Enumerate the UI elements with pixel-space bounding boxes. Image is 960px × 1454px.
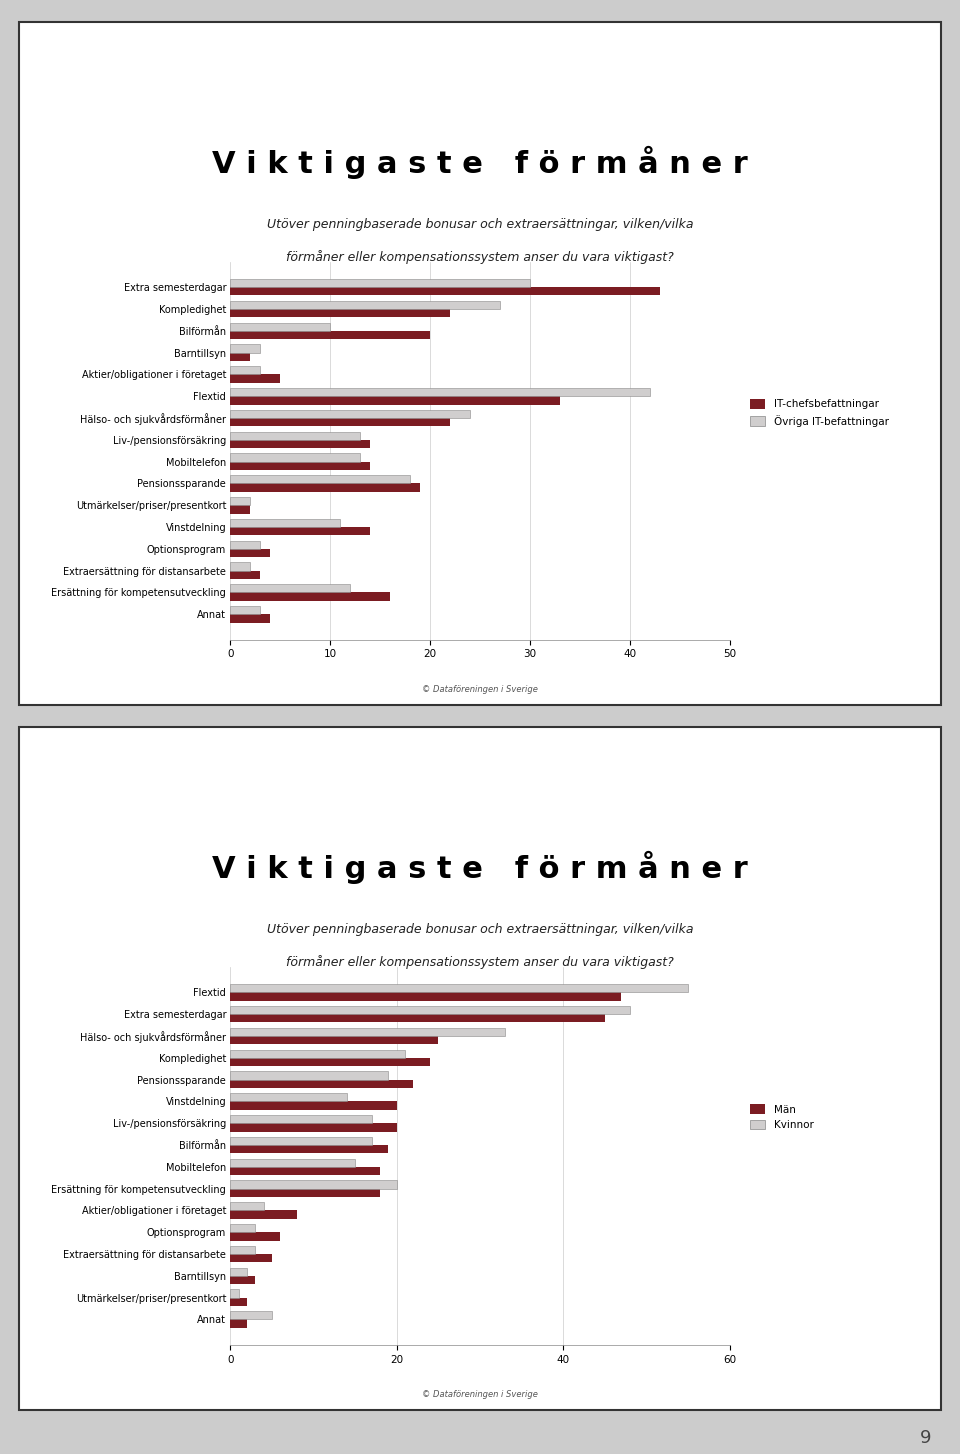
Bar xyxy=(230,614,271,622)
Bar xyxy=(230,432,360,441)
Text: Utöver penningbaserade bonusar och extraersättningar, vilken/vilka: Utöver penningbaserade bonusar och extra… xyxy=(267,218,693,231)
Bar xyxy=(230,585,350,592)
Bar xyxy=(230,461,371,470)
Bar xyxy=(230,548,271,557)
Bar xyxy=(230,1224,255,1232)
Bar xyxy=(230,1059,430,1066)
Bar xyxy=(230,345,260,353)
Text: © Dataföreningen i Sverige: © Dataföreningen i Sverige xyxy=(422,1390,538,1399)
Bar xyxy=(230,570,260,579)
Bar xyxy=(230,1093,347,1102)
Text: BAROMETERN: BAROMETERN xyxy=(44,801,120,814)
Bar xyxy=(230,497,251,505)
Bar xyxy=(38,782,163,832)
Bar xyxy=(38,737,163,782)
Bar xyxy=(230,984,688,993)
Bar xyxy=(230,1080,414,1088)
Text: © Dataföreningen i Sverige: © Dataföreningen i Sverige xyxy=(422,685,538,694)
Bar xyxy=(230,1312,272,1319)
Bar xyxy=(230,1072,389,1080)
Bar xyxy=(230,592,390,601)
Bar xyxy=(230,1181,396,1188)
Bar xyxy=(230,1124,396,1131)
Bar xyxy=(230,475,410,483)
Bar xyxy=(230,410,470,419)
Bar xyxy=(230,1275,255,1284)
Bar xyxy=(230,279,530,288)
Bar xyxy=(230,606,260,614)
Bar xyxy=(230,1297,247,1306)
Bar xyxy=(230,288,660,295)
Bar xyxy=(230,1253,272,1262)
Bar xyxy=(230,366,260,375)
Bar xyxy=(230,353,251,361)
Bar xyxy=(230,1137,372,1146)
Bar xyxy=(230,1050,405,1059)
Bar xyxy=(230,1188,380,1197)
Text: V i k t i g a s t e   f ö r m å n e r: V i k t i g a s t e f ö r m å n e r xyxy=(212,851,748,884)
Bar xyxy=(230,483,420,491)
Bar xyxy=(230,301,500,310)
Text: BAROMETERN: BAROMETERN xyxy=(44,96,120,109)
Bar xyxy=(230,1268,247,1275)
Bar xyxy=(230,397,560,404)
Legend: IT-chefsbefattningar, Övriga IT-befattningar: IT-chefsbefattningar, Övriga IT-befattni… xyxy=(750,400,889,426)
Bar xyxy=(230,454,360,461)
Bar xyxy=(230,505,251,513)
Bar xyxy=(230,526,371,535)
Bar xyxy=(38,77,163,126)
Bar xyxy=(230,1115,372,1124)
Text: 9: 9 xyxy=(920,1429,931,1447)
Bar xyxy=(230,1290,239,1297)
Bar xyxy=(230,332,430,339)
Bar xyxy=(230,563,251,570)
Bar xyxy=(230,1102,396,1109)
Bar xyxy=(230,375,280,382)
Bar xyxy=(230,323,330,332)
Text: förmåner eller kompensationssystem anser du vara viktigast?: förmåner eller kompensationssystem anser… xyxy=(286,250,674,265)
Text: förmåner eller kompensationssystem anser du vara viktigast?: förmåner eller kompensationssystem anser… xyxy=(286,955,674,970)
Text: V i k t i g a s t e   f ö r m å n e r: V i k t i g a s t e f ö r m å n e r xyxy=(212,145,748,179)
Bar xyxy=(230,1210,297,1218)
Bar xyxy=(230,993,621,1000)
Text: IT-LÖNE: IT-LÖNE xyxy=(44,48,97,61)
Bar xyxy=(230,1028,505,1037)
Bar xyxy=(230,388,650,397)
Bar xyxy=(230,1166,380,1175)
Bar xyxy=(230,1015,605,1022)
Bar xyxy=(230,1246,255,1253)
Bar xyxy=(230,310,450,317)
Bar xyxy=(38,32,163,77)
Bar xyxy=(230,419,450,426)
Text: IT-LÖNE: IT-LÖNE xyxy=(44,753,97,766)
Legend: Män, Kvinnor: Män, Kvinnor xyxy=(750,1105,814,1130)
Bar xyxy=(230,441,371,448)
Bar xyxy=(230,1146,389,1153)
Bar xyxy=(230,519,340,526)
Bar xyxy=(230,1202,264,1210)
Bar xyxy=(230,1319,247,1328)
Bar xyxy=(230,1006,630,1015)
Bar xyxy=(230,541,260,548)
Bar xyxy=(230,1159,355,1166)
Bar xyxy=(230,1037,439,1044)
Text: Utöver penningbaserade bonusar och extraersättningar, vilken/vilka: Utöver penningbaserade bonusar och extra… xyxy=(267,923,693,936)
Bar xyxy=(230,1232,280,1240)
